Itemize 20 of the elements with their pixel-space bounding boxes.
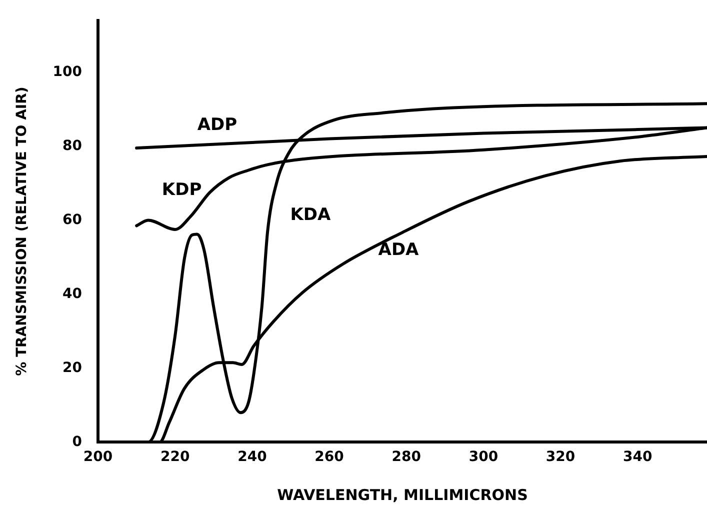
x-tick-label: 260 (314, 449, 344, 466)
y-axis-title: % TRANSMISSION (RELATIVE TO AIR) (14, 86, 30, 376)
x-tick-label: 220 (160, 449, 190, 466)
y-tick-label: 80 (62, 138, 82, 154)
y-tick-label: 40 (62, 286, 82, 302)
series-label: ADA (378, 240, 420, 260)
x-axis-title: WAVELENGTH, MILLIMICRONS (277, 486, 528, 504)
x-tick-label: 240 (238, 449, 268, 466)
series-label: KDA (290, 205, 332, 226)
series-label: KDP (162, 180, 202, 200)
y-tick-label: 20 (62, 360, 82, 376)
x-tick-label: 280 (392, 449, 422, 466)
y-tick-label: 60 (62, 212, 82, 228)
x-tick-label: 300 (468, 449, 498, 466)
x-tick-label: 200 (83, 449, 113, 466)
x-tick-label: 340 (623, 449, 652, 466)
y-tick-label: 0 (72, 434, 82, 450)
x-tick-label: 320 (546, 449, 576, 466)
y-tick-label: 100 (52, 64, 82, 80)
series-label: ADP (197, 114, 238, 135)
